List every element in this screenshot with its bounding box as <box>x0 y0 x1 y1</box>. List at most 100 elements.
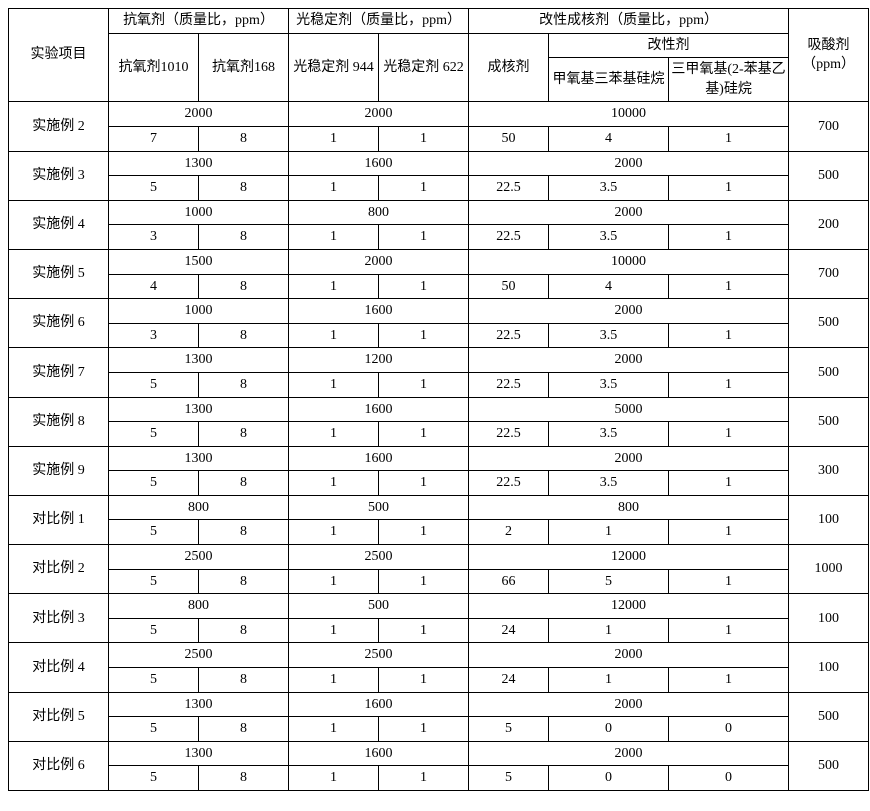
cell-ls2: 1 <box>379 225 469 250</box>
cell-nu: 22.5 <box>469 176 549 201</box>
cell-acid: 300 <box>789 446 869 495</box>
col-nucleating-group: 改性成核剂（质量比，ppm） <box>469 9 789 34</box>
cell-ls2: 1 <box>379 274 469 299</box>
cell-experiment-name: 实施例 6 <box>9 299 109 348</box>
cell-experiment-name: 对比例 6 <box>9 741 109 790</box>
cell-ma: 4 <box>549 126 669 151</box>
cell-ao2: 8 <box>199 372 289 397</box>
cell-acid: 500 <box>789 348 869 397</box>
table-row: 5811500 <box>9 717 869 742</box>
cell-ma: 5 <box>549 569 669 594</box>
cell-acid: 700 <box>789 102 869 151</box>
table-row: 58112411 <box>9 618 869 643</box>
cell-nu-total: 12000 <box>469 594 789 619</box>
cell-ma: 3.5 <box>549 323 669 348</box>
table-row: 381122.53.51 <box>9 323 869 348</box>
cell-ao2: 8 <box>199 618 289 643</box>
cell-acid: 500 <box>789 299 869 348</box>
cell-mb: 1 <box>669 274 789 299</box>
cell-ao1: 3 <box>109 323 199 348</box>
cell-experiment-name: 实施例 8 <box>9 397 109 446</box>
table-row: 581122.53.51 <box>9 471 869 496</box>
col-antioxidant-1010: 抗氧剂1010 <box>109 33 199 102</box>
cell-ao1: 7 <box>109 126 199 151</box>
table-row: 对比例 225002500120001000 <box>9 545 869 570</box>
cell-ls1: 1 <box>289 471 379 496</box>
cell-ls2: 1 <box>379 766 469 791</box>
cell-ma: 1 <box>549 668 669 693</box>
cell-experiment-name: 实施例 4 <box>9 200 109 249</box>
cell-nu: 22.5 <box>469 422 549 447</box>
cell-ao1: 4 <box>109 274 199 299</box>
table-row: 5811211 <box>9 520 869 545</box>
cell-ma: 3.5 <box>549 225 669 250</box>
cell-nu: 22.5 <box>469 471 549 496</box>
cell-nu: 66 <box>469 569 549 594</box>
cell-ma: 3.5 <box>549 471 669 496</box>
cell-mb: 1 <box>669 668 789 693</box>
table-row: 对比例 380050012000100 <box>9 594 869 619</box>
cell-experiment-name: 实施例 9 <box>9 446 109 495</box>
cell-ao2: 8 <box>199 422 289 447</box>
cell-ls2: 1 <box>379 126 469 151</box>
cell-ls-total: 800 <box>289 200 469 225</box>
cell-ao1: 5 <box>109 717 199 742</box>
cell-ls1: 1 <box>289 520 379 545</box>
col-modifier-a: 甲氧基三苯基硅烷 <box>549 58 669 102</box>
cell-experiment-name: 对比例 3 <box>9 594 109 643</box>
cell-ao-total: 1300 <box>109 741 289 766</box>
cell-nu-total: 12000 <box>469 545 789 570</box>
cell-mb: 1 <box>669 323 789 348</box>
cell-acid: 100 <box>789 495 869 544</box>
cell-ls1: 1 <box>289 618 379 643</box>
cell-ls2: 1 <box>379 618 469 643</box>
cell-ls1: 1 <box>289 372 379 397</box>
cell-acid: 200 <box>789 200 869 249</box>
cell-experiment-name: 实施例 3 <box>9 151 109 200</box>
cell-acid: 1000 <box>789 545 869 594</box>
cell-nu-total: 2000 <box>469 299 789 324</box>
table-row: 对比例 6130016002000500 <box>9 741 869 766</box>
cell-nu-total: 2000 <box>469 446 789 471</box>
cell-ls-total: 2000 <box>289 249 469 274</box>
cell-ao2: 8 <box>199 126 289 151</box>
table-row: 对比例 5130016002000500 <box>9 692 869 717</box>
cell-ma: 1 <box>549 520 669 545</box>
cell-nu-total: 800 <box>469 495 789 520</box>
cell-mb: 1 <box>669 225 789 250</box>
cell-nu-total: 10000 <box>469 102 789 127</box>
table-row: 实施例 8130016005000500 <box>9 397 869 422</box>
cell-nu-total: 2000 <box>469 692 789 717</box>
cell-experiment-name: 实施例 7 <box>9 348 109 397</box>
experiment-table: 实验项目 抗氧剂（质量比，ppm） 光稳定剂（质量比，ppm） 改性成核剂（质量… <box>8 8 869 791</box>
col-modifier-b: 三甲氧基(2-苯基乙基)硅烷 <box>669 58 789 102</box>
table-row: 381122.53.51 <box>9 225 869 250</box>
cell-ma: 4 <box>549 274 669 299</box>
cell-ls-total: 2500 <box>289 643 469 668</box>
cell-ls1: 1 <box>289 766 379 791</box>
table-row: 实施例 22000200010000700 <box>9 102 869 127</box>
cell-ao1: 5 <box>109 471 199 496</box>
col-light-stabilizer-group: 光稳定剂（质量比，ppm） <box>289 9 469 34</box>
cell-ao2: 8 <box>199 323 289 348</box>
cell-acid: 500 <box>789 151 869 200</box>
table-row: 5811500 <box>9 766 869 791</box>
cell-ao-total: 1000 <box>109 200 289 225</box>
cell-ls1: 1 <box>289 422 379 447</box>
cell-acid: 100 <box>789 643 869 692</box>
cell-mb: 1 <box>669 176 789 201</box>
cell-ls1: 1 <box>289 225 379 250</box>
cell-acid: 500 <box>789 397 869 446</box>
cell-ls1: 1 <box>289 569 379 594</box>
cell-nu: 22.5 <box>469 372 549 397</box>
cell-nu: 50 <box>469 274 549 299</box>
cell-ls-total: 1200 <box>289 348 469 373</box>
cell-ao1: 5 <box>109 520 199 545</box>
cell-nu-total: 2000 <box>469 200 789 225</box>
cell-ao-total: 2000 <box>109 102 289 127</box>
table-row: 实施例 51500200010000700 <box>9 249 869 274</box>
cell-nu: 2 <box>469 520 549 545</box>
cell-experiment-name: 对比例 4 <box>9 643 109 692</box>
cell-acid: 700 <box>789 249 869 298</box>
cell-ma: 3.5 <box>549 176 669 201</box>
